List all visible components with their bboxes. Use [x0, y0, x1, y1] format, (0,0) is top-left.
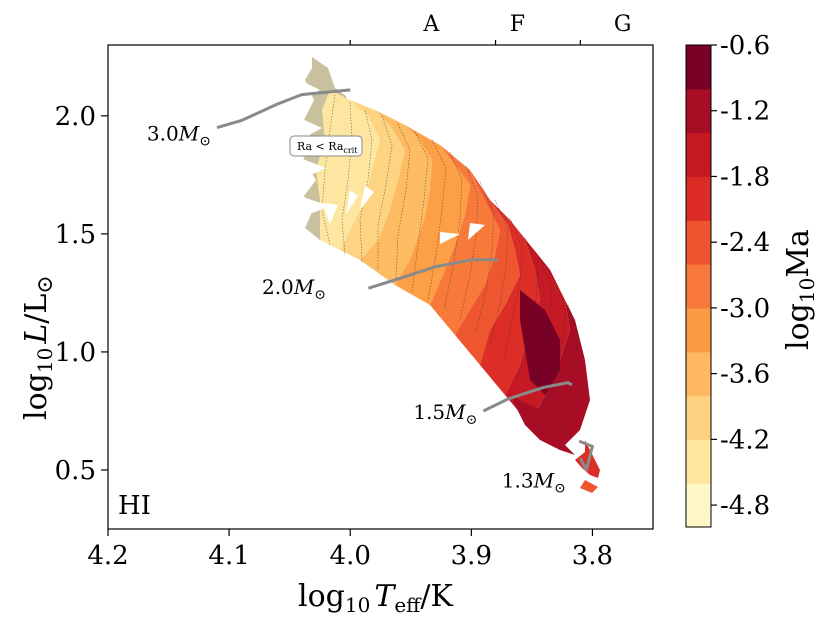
x-tick-label: 3.9 [451, 541, 492, 571]
colorbar-swatch [686, 220, 711, 265]
x-tick-label: 4.1 [208, 541, 249, 571]
colorbar-ticks: -0.6 -1.2 -1.8 -2.4 -3.0 -3.6 -4.2 -4.8 [711, 31, 770, 521]
y-axis-label: log10L/L⊙ [19, 275, 58, 420]
colorbar-swatch [686, 395, 711, 440]
colorbar [685, 44, 712, 528]
track-label-1.5: 1.5M⊙ [413, 400, 477, 428]
contour-band [340, 100, 405, 260]
subcritical-annotation: Ra < Racrit [289, 135, 363, 157]
y-tick-label: 1.0 [55, 338, 96, 368]
track-label-1.3: 1.3M⊙ [502, 468, 566, 496]
colorbar-tick-label: -0.6 [720, 31, 770, 61]
contour-band [395, 125, 470, 305]
colorbar-swatch [686, 307, 711, 353]
track-3.0 [216, 88, 351, 130]
contour-lines [321, 94, 579, 433]
track-2.0 [367, 258, 498, 290]
spectral-type-label: G [614, 12, 632, 37]
contour-band [530, 245, 590, 450]
colorbar-tick-label: -2.4 [720, 228, 770, 258]
x-axis-label: log10 Teff/K [298, 579, 453, 617]
contour-band [510, 395, 575, 455]
x-tick-label: 3.8 [572, 541, 613, 571]
y-tick-label: 1.5 [55, 220, 96, 250]
contour-band [520, 290, 560, 395]
colorbar-swatch [686, 483, 711, 528]
contour-band [580, 480, 598, 493]
annotation-main: Ra < Ra [297, 140, 344, 153]
svg-text:Ra < Racrit: Ra < Racrit [297, 140, 358, 155]
colorbar-tick-label: -4.8 [720, 491, 770, 521]
colorbar-tick-label: -1.2 [720, 97, 770, 127]
spectral-type-label: A [422, 12, 440, 37]
contour-band [360, 110, 432, 285]
colorbar-frame [685, 44, 712, 528]
panel-label: HI [118, 491, 151, 521]
colorbar-tick-label: -3.0 [720, 294, 770, 324]
y-axis: 0.5 1.0 1.5 2.0 [55, 102, 108, 486]
colorbar-tick-label: -3.6 [720, 360, 770, 390]
colorbar-swatch [686, 439, 711, 484]
colorbar-tick-label: -1.8 [720, 162, 770, 192]
annotation-sub: crit [343, 146, 358, 155]
spike-cutouts [300, 80, 485, 244]
colorbar-swatch [686, 176, 711, 221]
x-tick-label: 4.2 [87, 541, 128, 571]
colorbar-tick-label: -4.2 [720, 425, 770, 455]
colorbar-swatch [686, 88, 711, 134]
plot-frame [107, 44, 654, 530]
x-axis: 4.2 4.1 4.0 3.9 3.8 [87, 529, 613, 571]
colorbar-swatch [686, 45, 711, 90]
track-1.3 [578, 440, 594, 472]
x-tick-label: 4.0 [330, 541, 371, 571]
contour-band [575, 440, 600, 478]
track-label-3.0: 3.0M⊙ [147, 121, 211, 149]
y-tick-label: 2.0 [55, 102, 96, 132]
y-tick-label: 0.5 [55, 456, 96, 486]
evolution-tracks: 3.0M⊙ 2.0M⊙ 1.5M⊙ 1.3M⊙ [147, 88, 594, 496]
colorbar-swatch [686, 264, 711, 309]
contour-band [430, 145, 500, 335]
contour-band [455, 170, 520, 365]
track-1.5 [482, 381, 573, 413]
colorbar-swatch [686, 351, 711, 397]
track-label-2.0: 2.0M⊙ [262, 275, 326, 303]
colorbar-label: log10Ma [781, 229, 819, 350]
contour-region [300, 57, 600, 493]
spectral-type-label: F [510, 12, 525, 37]
colorbar-swatch [686, 132, 711, 178]
